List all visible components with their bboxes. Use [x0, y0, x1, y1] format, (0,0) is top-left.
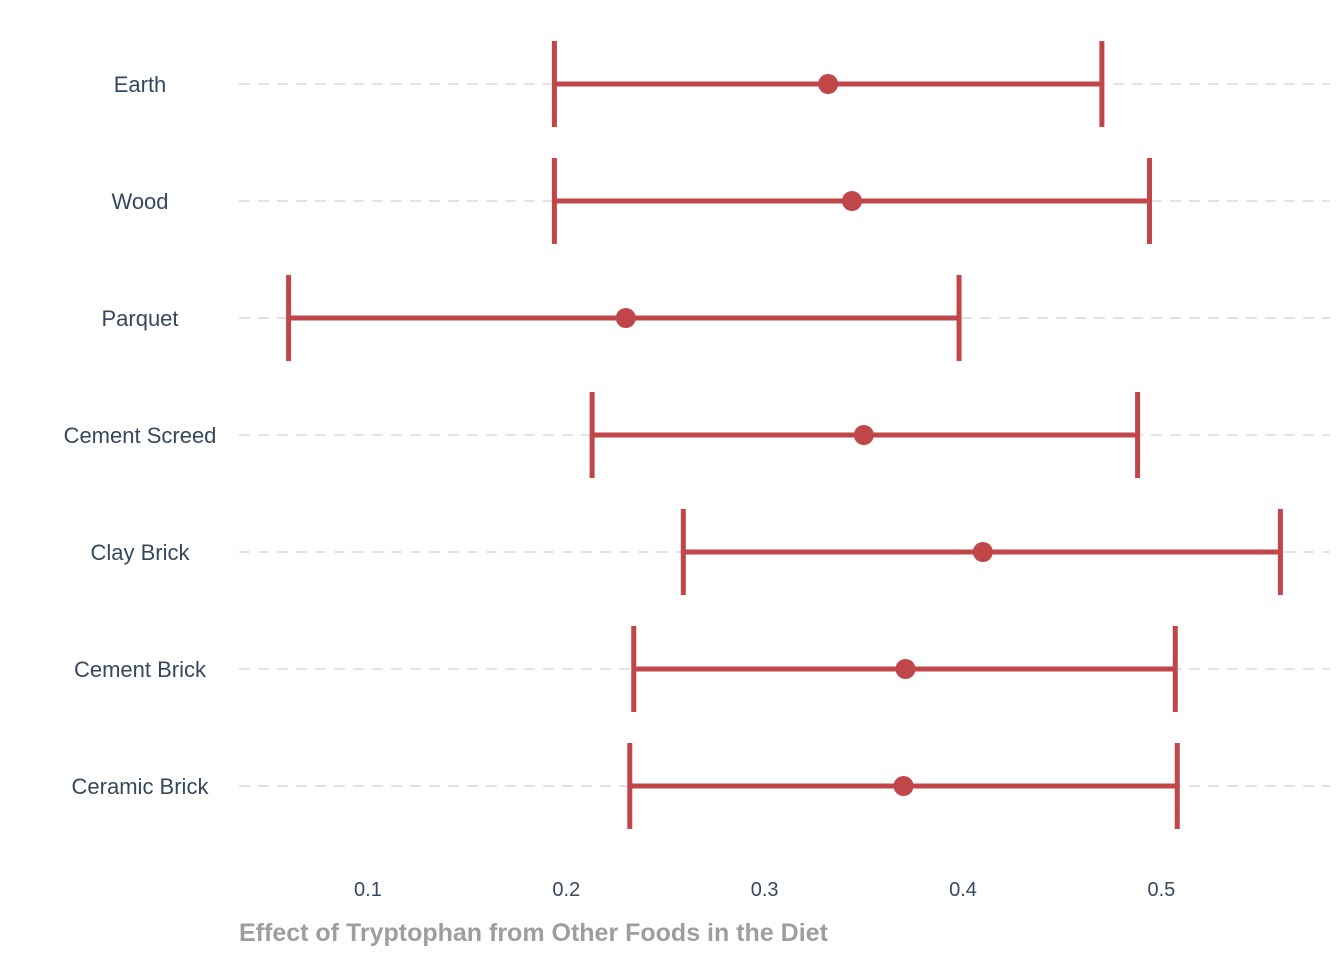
category-label: Clay Brick [90, 540, 190, 565]
point-estimate [893, 776, 914, 796]
x-axis-title: Effect of Tryptophan from Other Foods in… [239, 919, 829, 947]
x-tick-labels: 0.1 0.2 0.3 0.4 0.5 [354, 879, 1175, 901]
category-label: Cement Screed [64, 423, 217, 448]
error-bars [286, 41, 1283, 829]
x-tick-label: 0.5 [1147, 879, 1175, 901]
point-estimate [615, 308, 636, 328]
x-tick-label: 0.3 [751, 879, 779, 901]
x-tick-label: 0.2 [552, 879, 580, 901]
category-labels: Earth Wood Parquet Cement Screed Clay Brick C… [64, 72, 217, 799]
point-estimate [841, 191, 862, 211]
point-estimate [818, 74, 839, 94]
category-label: Wood [111, 189, 168, 214]
category-label: Ceramic Brick [72, 774, 210, 799]
x-tick-label: 0.1 [354, 879, 382, 901]
point-estimate [853, 425, 874, 445]
category-label: Cement Brick [74, 657, 207, 682]
point-estimate [895, 659, 916, 679]
point-estimate [972, 542, 993, 562]
x-tick-label: 0.4 [949, 879, 977, 901]
category-label: Parquet [101, 306, 178, 331]
category-label: Earth [114, 72, 167, 97]
